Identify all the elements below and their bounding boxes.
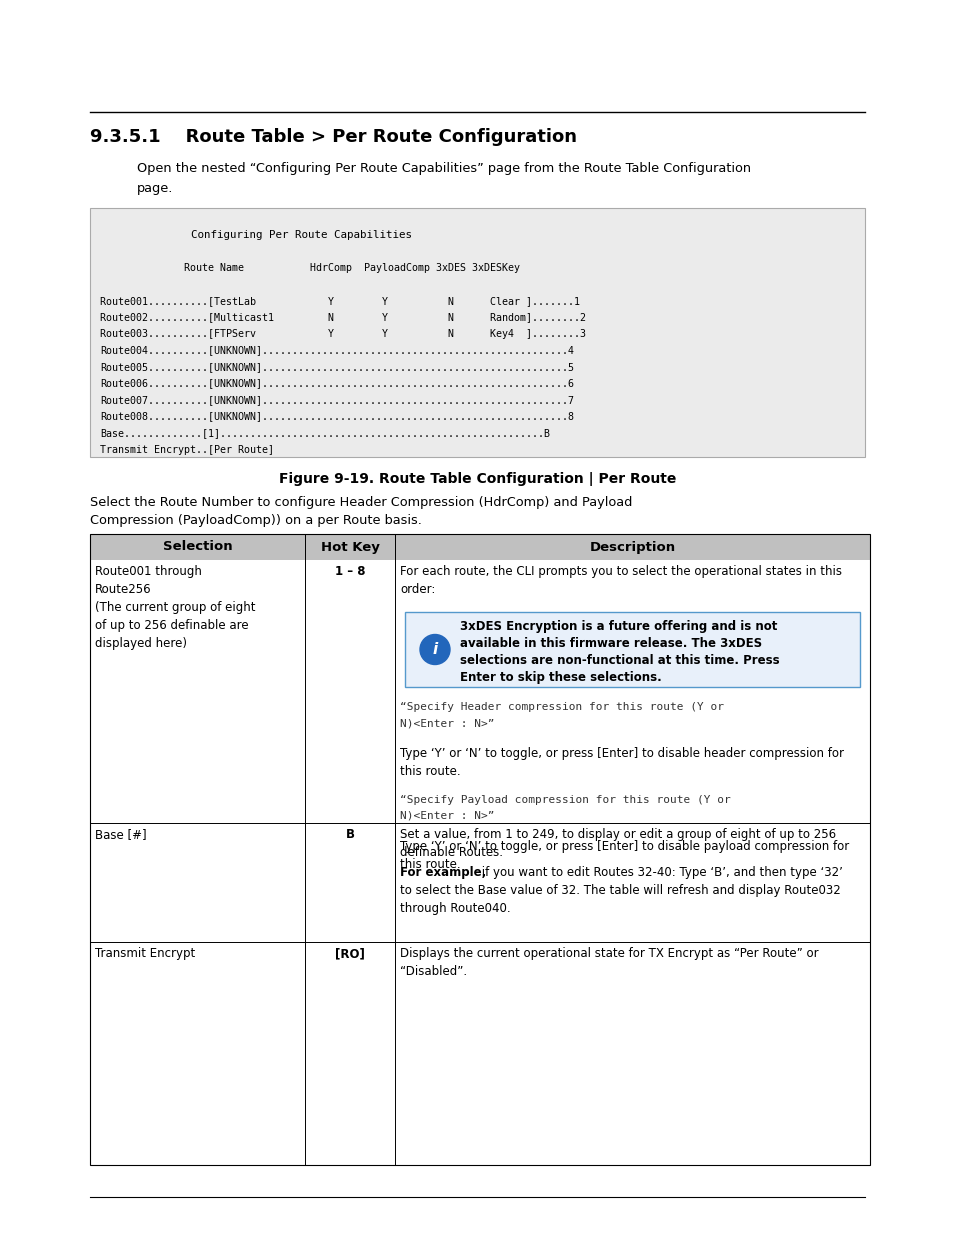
Text: Transmit Encrypt: Transmit Encrypt [95, 947, 195, 960]
Text: For each route, the CLI prompts you to select the operational states in this: For each route, the CLI prompts you to s… [399, 564, 841, 578]
Text: Route004..........[UNKNOWN]...................................................4: Route004..........[UNKNOWN].............… [100, 346, 574, 356]
Text: Description: Description [589, 541, 675, 553]
FancyBboxPatch shape [90, 534, 869, 559]
Text: Open the nested “Configuring Per Route Capabilities” page from the Route Table C: Open the nested “Configuring Per Route C… [137, 162, 750, 175]
Text: [RO]: [RO] [335, 947, 365, 960]
Text: Type ‘Y’ or ‘N’ to toggle, or press [Enter] to disable header compression for: Type ‘Y’ or ‘N’ to toggle, or press [Ent… [399, 747, 843, 760]
Text: selections are non-functional at this time. Press: selections are non-functional at this ti… [459, 655, 779, 667]
Text: Base [#]: Base [#] [95, 827, 147, 841]
Text: this route.: this route. [399, 764, 460, 778]
Text: B: B [345, 827, 355, 841]
Text: this route.: this route. [399, 858, 460, 871]
Text: to select the Base value of 32. The table will refresh and display Route032: to select the Base value of 32. The tabl… [399, 884, 840, 897]
Text: Route Name           HdrComp  PayloadComp 3xDES 3xDESKey: Route Name HdrComp PayloadComp 3xDES 3xD… [100, 263, 519, 273]
Text: For example,: For example, [399, 866, 486, 879]
Text: Hot Key: Hot Key [320, 541, 379, 553]
Text: i: i [432, 642, 437, 657]
Text: available in this firmware release. The 3xDES: available in this firmware release. The … [459, 637, 761, 650]
Text: Transmit Encrypt..[Per Route]: Transmit Encrypt..[Per Route] [100, 445, 274, 454]
Text: 1 – 8: 1 – 8 [335, 564, 365, 578]
Text: 3xDES Encryption is a future offering and is not: 3xDES Encryption is a future offering an… [459, 620, 777, 634]
Text: definable Routes.: definable Routes. [399, 846, 502, 860]
Text: Set a value, from 1 to 249, to display or edit a group of eight of up to 256: Set a value, from 1 to 249, to display o… [399, 827, 835, 841]
Text: Route005..........[UNKNOWN]...................................................5: Route005..........[UNKNOWN].............… [100, 362, 574, 372]
Text: Configuring Per Route Capabilities: Configuring Per Route Capabilities [100, 230, 412, 240]
Text: “Specify Payload compression for this route (Y or: “Specify Payload compression for this ro… [399, 795, 730, 805]
Text: Type ‘Y’ or ‘N’ to toggle, or press [Enter] to disable payload compression for: Type ‘Y’ or ‘N’ to toggle, or press [Ent… [399, 840, 848, 853]
FancyBboxPatch shape [405, 613, 859, 687]
Text: Compression (PayloadComp)) on a per Route basis.: Compression (PayloadComp)) on a per Rout… [90, 514, 421, 527]
Text: Route001 through
Route256
(The current group of eight
of up to 256 definable are: Route001 through Route256 (The current g… [95, 564, 255, 650]
Text: Route001..........[TestLab            Y        Y          N      Clear ].......1: Route001..........[TestLab Y Y N Clear ]… [100, 296, 579, 306]
Text: Route007..........[UNKNOWN]...................................................7: Route007..........[UNKNOWN].............… [100, 395, 574, 405]
Text: Route008..........[UNKNOWN]...................................................8: Route008..........[UNKNOWN].............… [100, 411, 574, 421]
Text: page.: page. [137, 182, 173, 195]
Text: through Route040.: through Route040. [399, 902, 510, 915]
Text: Figure 9-19. Route Table Configuration | Per Route: Figure 9-19. Route Table Configuration |… [278, 472, 676, 487]
Text: Route006..........[UNKNOWN]...................................................6: Route006..........[UNKNOWN].............… [100, 378, 574, 389]
Text: “Disabled”.: “Disabled”. [399, 965, 467, 978]
Text: Displays the current operational state for TX Encrypt as “Per Route” or: Displays the current operational state f… [399, 947, 818, 960]
Text: N)<Enter : N>”: N)<Enter : N>” [399, 811, 494, 821]
Text: Select the Route Number to configure Header Compression (HdrComp) and Payload: Select the Route Number to configure Hea… [90, 496, 632, 509]
FancyBboxPatch shape [90, 207, 864, 457]
Text: Base.............[1]......................................................B: Base.............[1]....................… [100, 429, 550, 438]
Text: if you want to edit Routes 32-40: Type ‘B’, and then type ‘32’: if you want to edit Routes 32-40: Type ‘… [477, 866, 842, 879]
Text: Route003..........[FTPServ            Y        Y          N      Key4  ]........: Route003..........[FTPServ Y Y N Key4 ].… [100, 329, 585, 338]
Text: N)<Enter : N>”: N)<Enter : N>” [399, 718, 494, 727]
Circle shape [419, 635, 450, 664]
Text: Enter to skip these selections.: Enter to skip these selections. [459, 671, 661, 684]
Text: order:: order: [399, 583, 435, 597]
Text: 9.3.5.1    Route Table > Per Route Configuration: 9.3.5.1 Route Table > Per Route Configur… [90, 128, 577, 146]
Text: “Specify Header compression for this route (Y or: “Specify Header compression for this rou… [399, 701, 723, 713]
Text: Route002..........[Multicast1         N        Y          N      Random]........: Route002..........[Multicast1 N Y N Rand… [100, 312, 585, 322]
Text: Selection: Selection [163, 541, 233, 553]
